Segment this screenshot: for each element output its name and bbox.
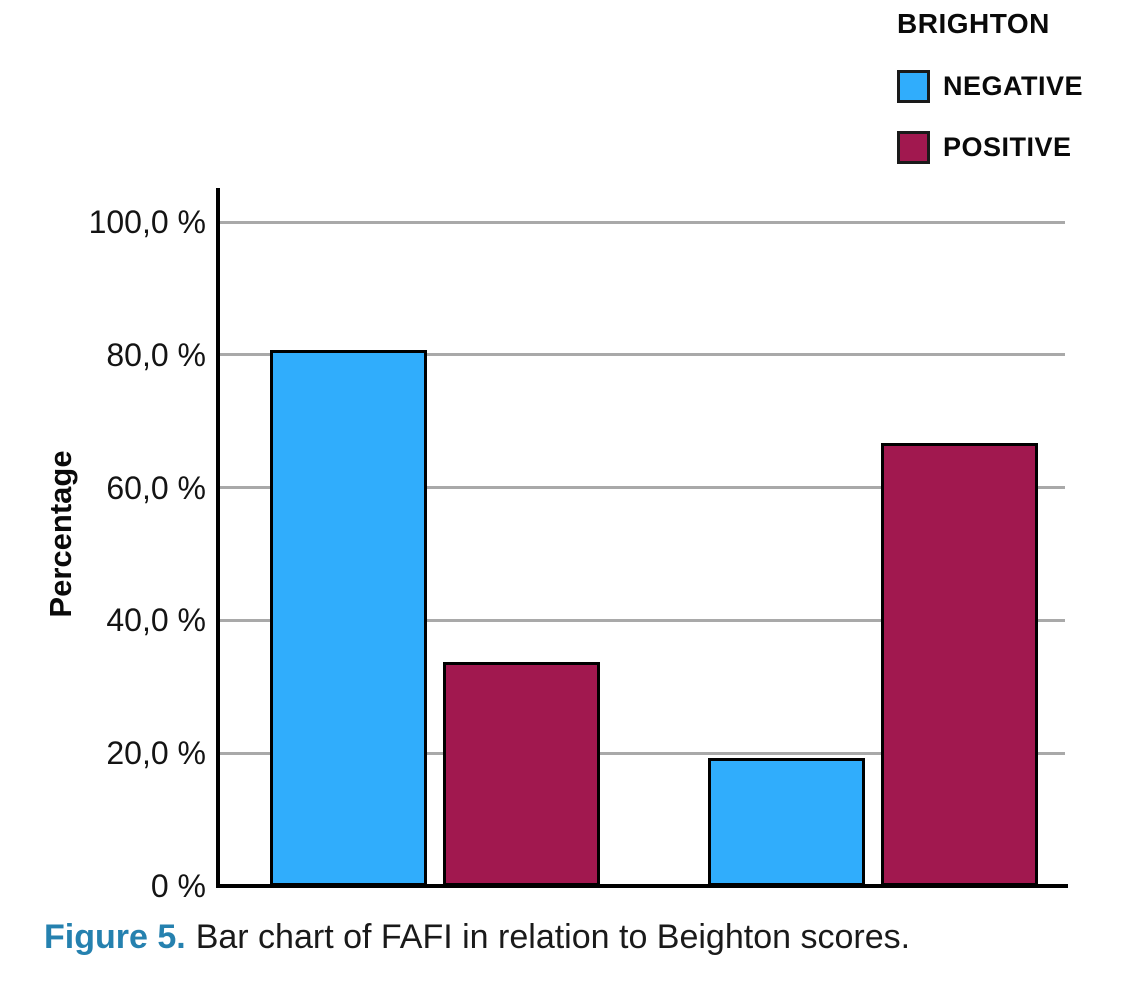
legend-item-positive: POSITIVE: [897, 131, 1127, 164]
caption-prefix: Figure 5.: [44, 918, 186, 956]
caption-text: Bar chart of FAFI in relation to Beighto…: [195, 918, 911, 956]
gridline-20: [220, 751, 1065, 755]
y-tick-label-0: 0 %: [150, 868, 206, 904]
gridline-40: [220, 618, 1065, 622]
gridline-80: [220, 353, 1065, 357]
positive-swatch-icon: [897, 131, 930, 164]
legend-title: BRIGHTON: [897, 8, 1050, 39]
bar-negative-group2: [708, 758, 865, 886]
legend-label-negative: NEGATIVE: [943, 71, 1084, 101]
y-tick-label-20: 20,0 %: [106, 735, 206, 772]
y-tick-label-40: 40,0 %: [106, 602, 206, 639]
y-axis-line: [216, 188, 220, 888]
bar-positive-group2: [881, 443, 1038, 886]
y-tick-label-80: 80,0 %: [106, 336, 206, 373]
legend-label-positive: POSITIVE: [943, 132, 1072, 162]
negative-swatch-icon: [897, 70, 930, 103]
bar-negative-group1: [270, 350, 427, 886]
x-axis-line: [216, 884, 1068, 888]
legend: BRIGHTON NEGATIVE POSITIVE: [897, 8, 1127, 192]
figure-caption: Figure 5. Bar chart of FAFI in relation t…: [44, 918, 1104, 957]
bar-positive-group1: [443, 662, 600, 886]
y-tick-label-100: 100,0 %: [88, 204, 206, 240]
legend-item-negative: NEGATIVE: [897, 70, 1127, 103]
gridline-60: [220, 486, 1065, 490]
gridline-100: [220, 220, 1065, 224]
y-tick-label-60: 60,0 %: [106, 469, 206, 506]
